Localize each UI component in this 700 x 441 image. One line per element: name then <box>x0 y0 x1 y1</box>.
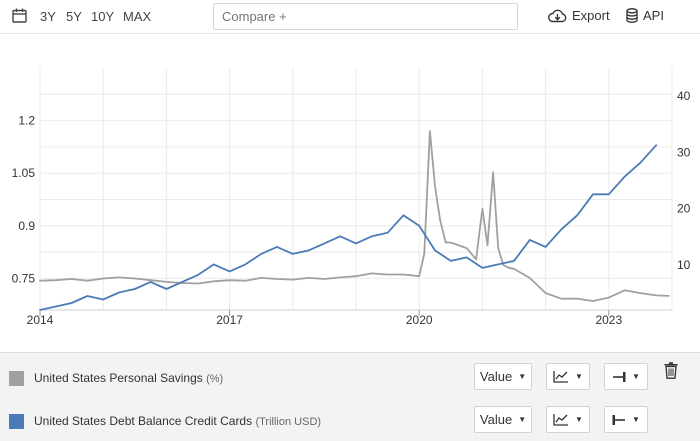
compare-input[interactable] <box>213 3 518 30</box>
series-unit: (Trillion USD) <box>255 416 322 428</box>
trash-icon[interactable] <box>664 362 678 379</box>
caret-down-icon: ▼ <box>632 372 640 381</box>
line-chart-icon <box>553 371 569 383</box>
export-label: Export <box>572 8 610 23</box>
series-color-swatch <box>9 371 24 386</box>
chart-type-dropdown[interactable]: ▼ <box>546 406 590 433</box>
api-button[interactable]: API <box>626 8 664 23</box>
caret-down-icon: ▼ <box>518 415 527 424</box>
api-label: API <box>643 8 664 23</box>
series-color-swatch <box>9 414 24 429</box>
caret-down-icon: ▼ <box>518 372 527 381</box>
value-dropdown-label: Value <box>479 369 513 384</box>
caret-down-icon: ▼ <box>575 415 583 424</box>
chart-series <box>39 130 670 311</box>
chart-grid <box>39 68 673 311</box>
calendar-icon[interactable] <box>12 8 27 23</box>
y-right-tick-label: 40 <box>677 89 691 103</box>
y-right-tick-label: 30 <box>677 145 691 159</box>
series-line-personal-savings <box>39 130 670 302</box>
series-label: United States Debt Balance Credit Cards … <box>34 414 321 428</box>
legend-row-personal-savings: United States Personal Savings (%) Value… <box>0 355 700 399</box>
series-label: United States Personal Savings (%) <box>34 371 223 385</box>
x-tick-label: 2023 <box>595 313 622 327</box>
caret-down-icon: ▼ <box>575 372 583 381</box>
x-tick-label: 2014 <box>27 313 54 327</box>
axis-left-icon <box>612 414 626 425</box>
y-right-tick-label: 20 <box>677 202 691 216</box>
value-dropdown-label: Value <box>479 412 513 427</box>
export-button[interactable]: Export <box>548 8 610 23</box>
range-3y-button[interactable]: 3Y <box>40 9 56 24</box>
series-name: United States Debt Balance Credit Cards <box>34 414 253 428</box>
line-chart: 2014 2017 2020 2023 0.75 0.9 1.05 1.2 10 20 30 40 <box>12 68 691 327</box>
series-unit: (%) <box>206 373 224 385</box>
chart-ticks: 2014 2017 2020 2023 0.75 0.9 1.05 1.2 10 20 30 40 <box>12 89 691 327</box>
axis-dropdown[interactable]: ▼ <box>604 406 648 433</box>
range-10y-button[interactable]: 10Y <box>91 9 115 24</box>
cloud-download-icon <box>548 9 567 22</box>
caret-down-icon: ▼ <box>632 415 640 424</box>
y-right-tick-label: 10 <box>677 258 691 272</box>
series-line-credit-card-debt <box>39 144 658 311</box>
axis-right-icon <box>613 371 626 382</box>
database-icon <box>626 8 638 23</box>
y-left-tick-label: 1.05 <box>12 166 36 180</box>
value-dropdown[interactable]: Value ▼ <box>474 406 532 433</box>
x-tick-label: 2017 <box>216 313 243 327</box>
y-left-tick-label: 1.2 <box>18 114 35 128</box>
series-name: United States Personal Savings <box>34 371 203 385</box>
line-chart-icon <box>553 414 569 426</box>
chart-type-dropdown[interactable]: ▼ <box>546 363 590 390</box>
legend: United States Personal Savings (%) Value… <box>0 352 700 441</box>
axis-dropdown[interactable]: ▼ <box>604 363 648 390</box>
y-left-tick-label: 0.9 <box>18 219 35 233</box>
value-dropdown[interactable]: Value ▼ <box>474 363 532 390</box>
x-tick-label: 2020 <box>406 313 433 327</box>
range-max-button[interactable]: MAX <box>123 9 152 24</box>
y-left-tick-label: 0.75 <box>12 271 36 285</box>
range-5y-button[interactable]: 5Y <box>66 9 82 24</box>
toolbar: 3Y 5Y 10Y MAX Export API <box>0 0 700 34</box>
legend-row-credit-card-debt: United States Debt Balance Credit Cards … <box>0 398 700 441</box>
